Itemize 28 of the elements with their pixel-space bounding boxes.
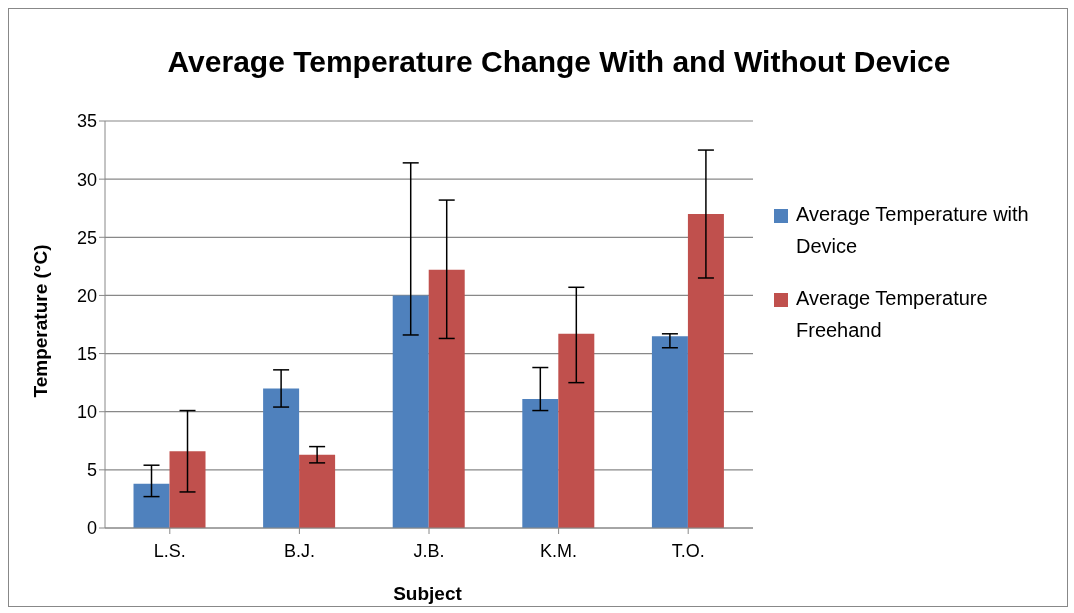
- y-tick-label: 25: [76, 227, 97, 248]
- legend-label: Average Temperature with Device: [796, 202, 1030, 259]
- y-tick-label: 15: [76, 343, 97, 364]
- bar: [392, 295, 429, 528]
- x-tick-label: T.O.: [671, 540, 705, 561]
- bar: [687, 214, 724, 528]
- x-tick-label: L.S.: [153, 540, 186, 561]
- chart-title: Average Temperature Change With and Without Device: [166, 44, 952, 80]
- y-tick-label: 30: [76, 169, 97, 190]
- y-tick-label: 0: [86, 518, 97, 539]
- x-tick-label: K.M.: [540, 540, 578, 561]
- bar: [299, 454, 336, 528]
- x-axis-title: Subject: [392, 583, 463, 605]
- y-axis-title: Temperature (°C): [30, 244, 52, 398]
- bar: [169, 451, 206, 528]
- bar: [522, 398, 559, 528]
- legend-label: Average Temperature Freehand: [796, 286, 989, 343]
- y-tick-label: 10: [76, 402, 97, 423]
- y-tick-label: 35: [76, 111, 97, 132]
- y-tick-label: 20: [76, 285, 97, 306]
- bar: [263, 388, 300, 528]
- y-tick-label: 5: [86, 460, 97, 481]
- x-tick-label: B.J.: [283, 540, 315, 561]
- bar: [558, 333, 595, 528]
- bar: [133, 483, 170, 528]
- bar: [428, 269, 465, 528]
- x-tick-label: J.B.: [413, 540, 445, 561]
- bar: [651, 336, 688, 528]
